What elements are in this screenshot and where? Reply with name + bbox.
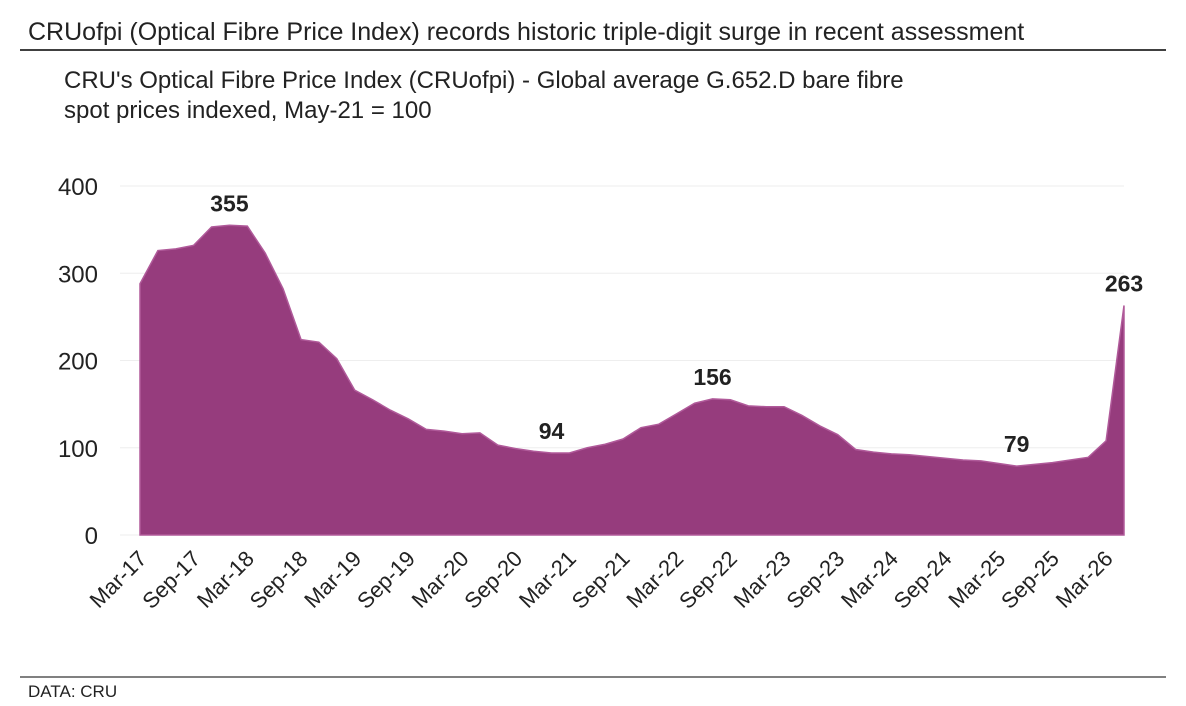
x-tick-label: Sep-23 [781, 546, 849, 614]
x-tick-label: Sep-24 [889, 546, 957, 614]
x-tick-label: Mar-18 [192, 546, 259, 613]
x-tick-label: Mar-21 [514, 546, 581, 613]
source: DATA: CRU [28, 682, 117, 701]
x-tick-label: Sep-20 [459, 546, 527, 614]
data-label: 263 [1105, 271, 1143, 297]
x-tick-label: Sep-25 [996, 546, 1064, 614]
x-tick-label: Mar-25 [943, 546, 1010, 613]
data-label: 355 [210, 190, 249, 216]
x-tick-label: Sep-21 [567, 546, 635, 614]
x-tick-label: Sep-22 [674, 546, 742, 614]
x-tick-label: Sep-18 [245, 546, 313, 614]
y-tick-label: 0 [85, 523, 98, 550]
x-tick-label: Mar-22 [621, 546, 688, 613]
y-tick-label: 400 [58, 174, 98, 201]
data-label: 79 [1004, 431, 1030, 457]
x-tick-label: Sep-19 [352, 546, 420, 614]
x-tick-label: Mar-19 [299, 546, 366, 613]
y-tick-label: 100 [58, 436, 98, 463]
x-tick-label: Mar-20 [407, 546, 474, 613]
data-label: 156 [693, 364, 731, 390]
area [139, 224, 1125, 536]
data-label: 94 [539, 418, 565, 444]
x-tick-label: Sep-17 [137, 546, 205, 614]
x-tick-label: Mar-26 [1051, 546, 1118, 613]
x-tick-label: Mar-17 [85, 546, 152, 613]
y-tick-label: 300 [58, 261, 98, 288]
x-tick-label: Mar-24 [836, 546, 903, 613]
header: CRUofpi (Optical Fibre Price Index) reco… [28, 18, 1024, 46]
x-tick-label: Mar-23 [729, 546, 796, 613]
y-tick-label: 200 [58, 349, 98, 376]
chart-title: CRU's Optical Fibre Price Index (CRUofpi… [64, 67, 904, 124]
